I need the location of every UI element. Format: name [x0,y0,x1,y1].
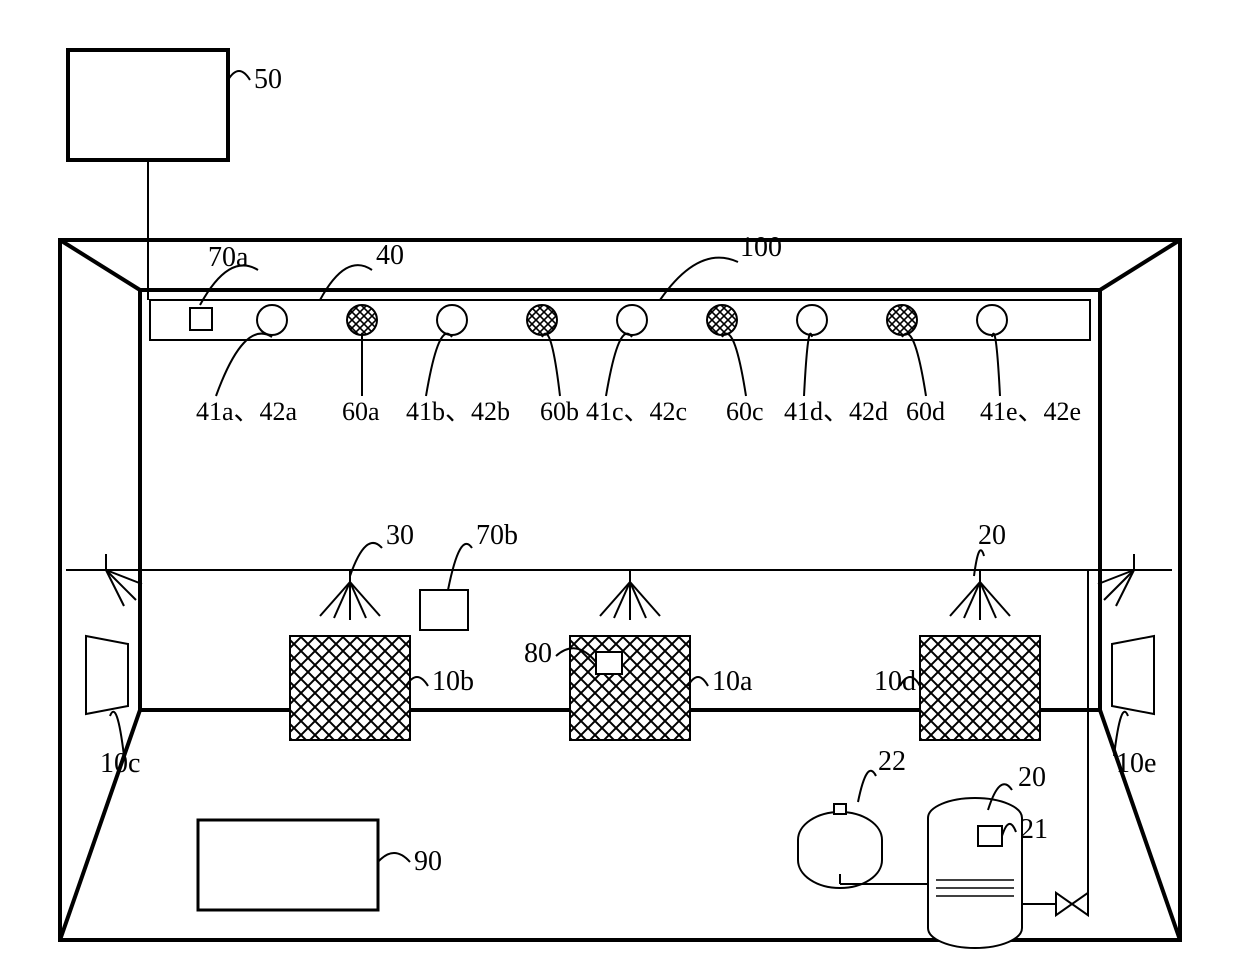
label-10c: 10c [100,748,140,779]
leader-line [722,334,746,396]
tank-20 [928,798,1022,948]
label-panel: 10a [712,666,753,697]
label-90: 90 [414,846,442,877]
label-ceiling-node: 60b [540,397,579,426]
label-ceiling-node: 60c [726,397,764,426]
leader-line [350,543,382,576]
label-22: 22 [878,746,906,777]
label-20: 20 [1018,762,1046,793]
label-21: 21 [1020,814,1048,845]
ceiling-node-open [797,305,827,335]
label-40: 40 [376,240,404,271]
side-panel-10c [86,636,128,714]
label-70b: 70b [476,520,518,551]
ceiling-node-hatched [707,305,737,335]
hatched-panel [920,636,1040,740]
leader-line [858,771,876,802]
side-panel-10e [1112,636,1154,714]
sensor-80 [596,652,622,674]
ceiling-node-open [257,305,287,335]
label-panel: 10b [432,666,474,697]
leader-line [448,544,472,590]
label-ceiling-node: 41d、42d [784,397,888,426]
label-ceiling-node: 60d [906,397,945,426]
label-panel: 10d [874,666,916,697]
leader-line [378,853,410,862]
hatched-panel [570,636,690,740]
leader-line [804,334,812,396]
label-10e: 10e [1116,748,1156,779]
room-corner-edge [1100,710,1180,940]
leader-line [228,71,250,80]
floor-box-90 [198,820,378,910]
sensor-21 [978,826,1002,846]
label-ceiling-node: 41b、42b [406,397,510,426]
valve-icon [1056,893,1088,915]
label-ceiling-node: 41a、42a [196,397,298,426]
label-ceiling-node: 41e、42e [980,397,1081,426]
leader-line [660,258,738,300]
sensor-70b [420,590,468,630]
label-ceiling-node: 41c、42c [586,397,687,426]
label-ceiling-node: 60a [342,397,380,426]
label-50: 50 [254,64,282,95]
leader-line [606,334,632,396]
ceiling-node-hatched [887,305,917,335]
ceiling-node-open [437,305,467,335]
ceiling-node-open [617,305,647,335]
leader-line [320,265,372,300]
controller-box-50 [68,50,228,160]
ceiling-node-hatched [527,305,557,335]
label-80: 80 [524,638,552,669]
hatched-panel [290,636,410,740]
room-corner-edge [60,240,140,290]
leader-line [216,334,272,396]
leader-line [542,334,560,396]
label-70a: 70a [208,242,249,273]
ceiling-node-open [977,305,1007,335]
label-sprayer: 20 [978,520,1006,551]
ceiling-node-hatched [347,305,377,335]
leader-line [992,334,1000,396]
room-corner-edge [1100,240,1180,290]
label-100: 100 [740,232,782,263]
label-sprayer: 30 [386,520,414,551]
room-corner-edge [60,710,140,940]
leader-line [902,334,926,396]
leader-line [426,334,452,396]
sensor-70a [190,308,212,330]
